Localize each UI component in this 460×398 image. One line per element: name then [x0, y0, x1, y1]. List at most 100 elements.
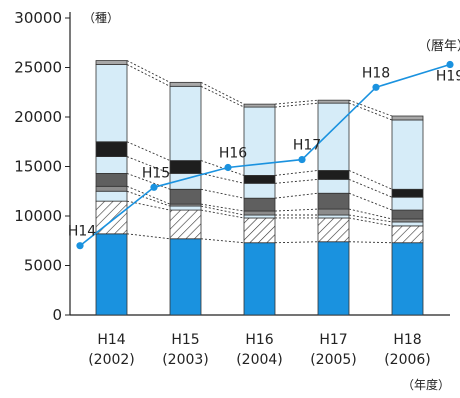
- y-unit-label: （種）: [83, 11, 119, 25]
- connector-line: [274, 99, 319, 105]
- y-tick-label: 20000: [14, 108, 62, 126]
- line-point: [446, 60, 454, 69]
- bar-segment: [317, 208, 350, 216]
- bar-segment: [95, 173, 128, 187]
- connector-line: [200, 238, 245, 244]
- bar-segment: [391, 196, 424, 211]
- x-category-label: H16: [245, 332, 273, 348]
- x-category-sublabel: (2006): [384, 352, 431, 368]
- bar-segment: [317, 214, 350, 219]
- bar-segment: [317, 99, 350, 104]
- connector-line: [274, 178, 319, 184]
- bar-segment: [95, 141, 128, 157]
- connector-line: [348, 241, 393, 244]
- y-tick-label: 0: [52, 306, 62, 324]
- bar-segment: [391, 242, 424, 316]
- bar-segment: [169, 205, 202, 211]
- bar-segment: [317, 102, 350, 171]
- bar-segment: [391, 221, 424, 227]
- x-category-label: H17: [319, 332, 347, 348]
- bar-segment: [317, 178, 350, 194]
- bar-segment: [391, 115, 424, 121]
- bar-segment: [95, 64, 128, 143]
- bar-segment: [95, 185, 128, 192]
- connector-line: [274, 208, 319, 212]
- connector-line: [274, 192, 319, 199]
- line-point-label: H18: [362, 65, 390, 81]
- line-point: [372, 83, 380, 91]
- connector-line: [126, 60, 171, 83]
- bar-stack: [391, 115, 424, 316]
- y-tick-label: 5000: [24, 257, 62, 275]
- connector-line: [348, 217, 393, 227]
- bar-segment: [169, 85, 202, 161]
- calendar-year-line: H14 H15 H16 H17 H18 H19 （暦年）: [68, 39, 460, 250]
- bar-stack: [169, 81, 202, 316]
- connector-lines: [126, 60, 393, 244]
- connector-line: [348, 170, 393, 190]
- line-end-label: （暦年）: [418, 39, 460, 54]
- x-category-label: H18: [393, 332, 421, 348]
- connector-line: [274, 102, 319, 108]
- connector-line: [126, 200, 171, 211]
- bar-segment: [169, 209, 202, 240]
- bar-segment: [243, 214, 276, 219]
- x-category-label: H15: [171, 332, 199, 348]
- line-point-label: H15: [142, 165, 170, 181]
- bar-segment: [95, 156, 128, 174]
- bar-segment: [243, 103, 276, 108]
- bar-segment: [169, 160, 202, 174]
- connector-line: [200, 188, 245, 199]
- x-category-sublabel: (2003): [162, 352, 209, 368]
- connector-line: [200, 209, 245, 219]
- bar-segment: [317, 192, 350, 210]
- x-category-label: H14: [97, 332, 125, 348]
- bar-segment: [391, 209, 424, 220]
- connector-line: [126, 233, 171, 240]
- connector-line: [126, 190, 171, 207]
- connector-line: [274, 241, 319, 244]
- bar-stack: [95, 60, 128, 316]
- line-point: [76, 242, 84, 250]
- connector-line: [126, 141, 171, 161]
- x-category-sublabel: (2005): [310, 352, 357, 368]
- bar-segment: [391, 225, 424, 244]
- connector-line: [348, 192, 393, 211]
- line-point: [150, 183, 158, 191]
- bar-stack: [243, 103, 276, 316]
- labels: H14 (2002) H15 (2003) H16 (2004) H17 (2005) H18 (…: [88, 332, 450, 392]
- line-point-label: H19: [436, 69, 460, 85]
- bar-segment: [243, 197, 276, 212]
- bars: [95, 60, 424, 316]
- line-point-label: H16: [219, 145, 247, 161]
- bar-segment: [243, 242, 276, 316]
- bar-segment: [317, 170, 350, 180]
- bar-segment: [243, 175, 276, 184]
- connector-line: [200, 81, 245, 105]
- bar-segment: [391, 119, 424, 190]
- connector-line: [126, 185, 171, 205]
- line-point-label: H17: [293, 138, 321, 154]
- bar-segment: [391, 218, 424, 223]
- bar-segment: [391, 188, 424, 198]
- y-tick-label: 10000: [14, 207, 62, 225]
- connector-line: [200, 172, 245, 184]
- connector-line: [348, 102, 393, 121]
- bar-segment: [95, 233, 128, 316]
- line-point: [224, 163, 232, 172]
- bar-segment: [243, 210, 276, 216]
- bar-segment: [95, 190, 128, 202]
- line-point-label: H14: [68, 224, 96, 240]
- connector-line: [200, 203, 245, 212]
- line-point: [298, 155, 306, 164]
- x-category-sublabel: (2002): [88, 352, 135, 368]
- connector-line: [348, 178, 393, 198]
- x-unit-label: （年度）: [402, 377, 450, 392]
- bar-segment: [169, 81, 202, 87]
- bar-segment: [243, 217, 276, 244]
- bar-segment: [169, 238, 202, 316]
- bar-segment: [169, 188, 202, 205]
- connector-line: [348, 208, 393, 220]
